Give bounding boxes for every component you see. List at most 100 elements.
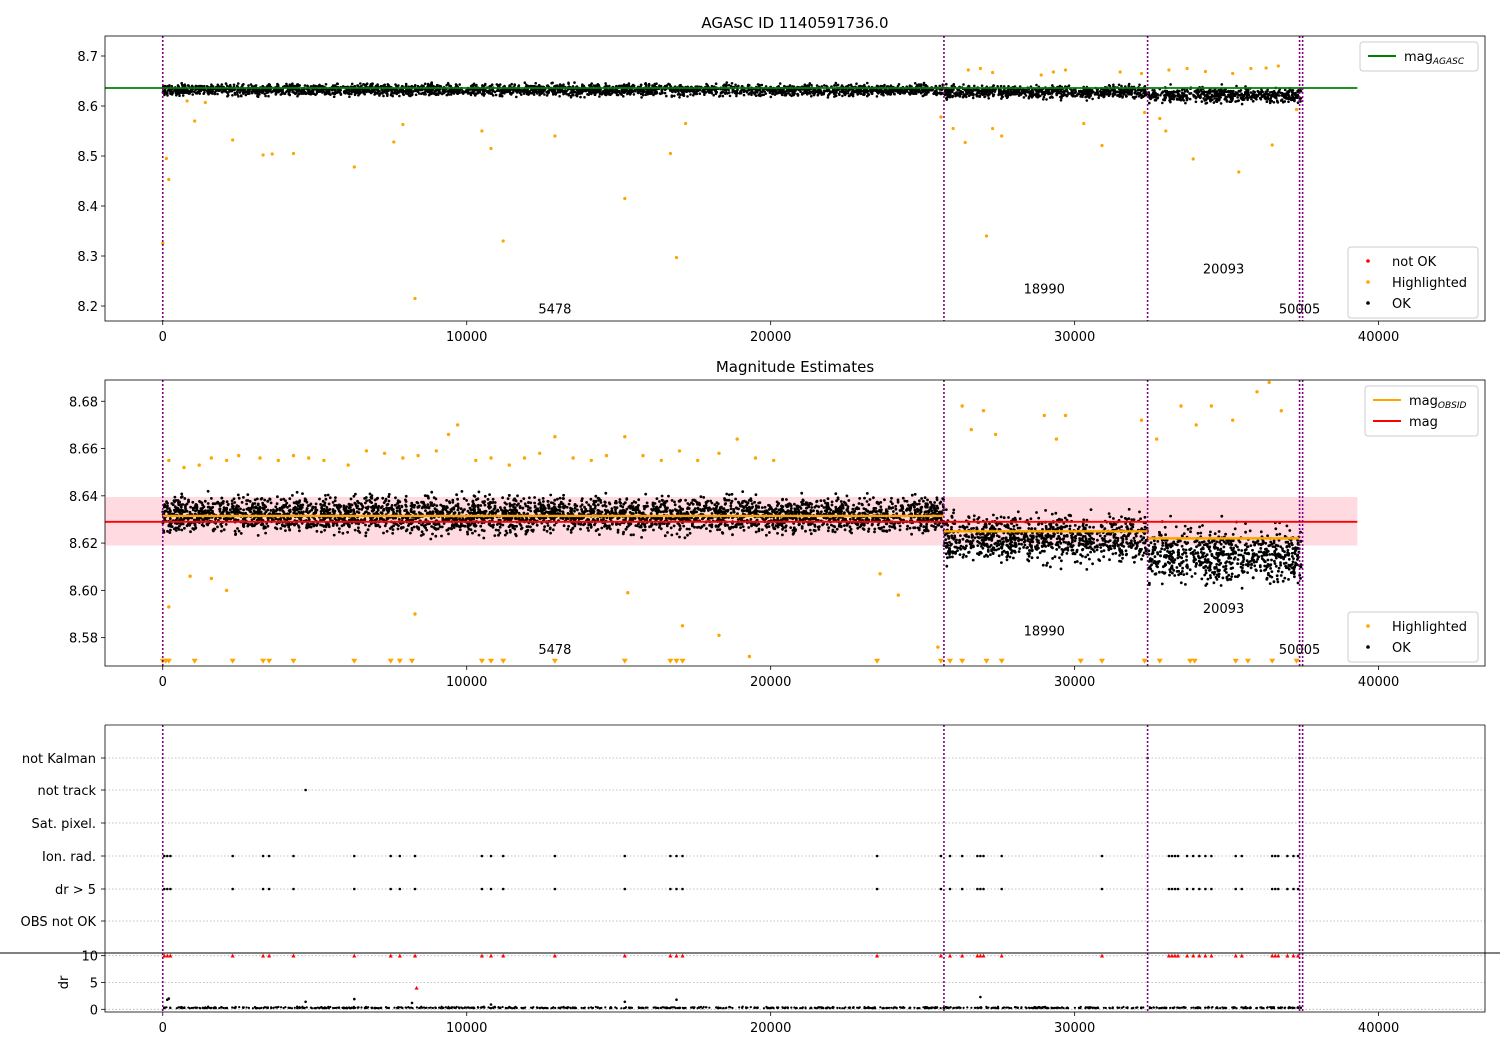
ok-point <box>226 95 229 98</box>
ok-point <box>1296 90 1300 94</box>
ok-point <box>561 502 565 506</box>
ok-point <box>274 526 277 530</box>
ok-point <box>938 84 942 88</box>
ok-point <box>531 84 534 88</box>
highlighted-point <box>501 239 505 243</box>
ok-point <box>1266 95 1270 98</box>
ok-point <box>178 91 182 94</box>
ok-point <box>856 89 859 93</box>
ok-point <box>850 91 854 94</box>
ok-point <box>1217 95 1220 98</box>
ok-point <box>1272 101 1276 104</box>
ok-point <box>1252 95 1256 98</box>
ok-point <box>501 496 504 500</box>
ok-point <box>750 88 753 92</box>
ok-point <box>1296 101 1300 104</box>
ok-point <box>532 93 536 96</box>
ok-point <box>1002 85 1006 88</box>
ok-point <box>498 83 502 86</box>
ok-point <box>1031 94 1035 98</box>
ok-point <box>297 92 301 96</box>
x-tick-label: 40000 <box>1358 330 1399 345</box>
ok-point <box>1107 94 1111 97</box>
ok-point <box>1063 89 1066 93</box>
ok-point <box>793 502 796 506</box>
ok-point <box>1245 88 1248 92</box>
x-tick-label: 20000 <box>750 330 791 345</box>
ok-point <box>1127 84 1131 87</box>
ok-point <box>950 85 954 88</box>
ok-point <box>1240 102 1244 106</box>
ok-point <box>613 506 617 509</box>
ok-point <box>216 92 219 96</box>
ok-point <box>705 527 708 530</box>
ok-point <box>567 82 570 85</box>
ok-point <box>1113 88 1116 92</box>
ok-point <box>500 91 504 95</box>
ok-point <box>458 528 462 532</box>
ok-point <box>673 94 676 98</box>
ok-point <box>1203 90 1206 94</box>
ok-point <box>1194 96 1198 100</box>
highlighted-point <box>1118 70 1122 74</box>
ok-point <box>1025 89 1029 93</box>
ok-point <box>1120 84 1123 88</box>
highlighted-point <box>1270 143 1274 147</box>
ok-point <box>1047 90 1051 94</box>
ok-point <box>921 89 925 92</box>
ok-point <box>1185 88 1189 92</box>
ok-point <box>458 90 461 93</box>
ok-point <box>616 93 620 97</box>
ok-point <box>1101 90 1104 94</box>
ok-point <box>541 497 545 500</box>
highlighted-point <box>1167 68 1171 72</box>
ok-point <box>1275 99 1279 102</box>
ok-point <box>307 92 311 95</box>
ok-point <box>180 528 184 532</box>
ok-point <box>808 82 812 85</box>
ok-point <box>308 90 311 93</box>
ok-point <box>761 93 764 97</box>
ok-point <box>856 93 859 96</box>
ok-point <box>959 90 963 93</box>
ok-point <box>1251 100 1255 103</box>
ok-point <box>1072 88 1076 92</box>
ok-point <box>729 84 733 88</box>
ok-point <box>1177 98 1180 101</box>
ok-point <box>728 91 731 94</box>
ok-point <box>754 94 758 97</box>
ok-point <box>987 91 991 94</box>
ok-point <box>566 527 570 531</box>
ok-point <box>1276 92 1279 96</box>
ok-point <box>285 82 288 86</box>
ok-point <box>867 93 871 96</box>
ok-point <box>881 89 884 93</box>
ok-point <box>1137 95 1141 98</box>
ok-point <box>918 90 922 94</box>
ok-point <box>1067 84 1071 87</box>
ok-point <box>1180 91 1184 94</box>
ok-point <box>703 93 706 96</box>
y-tick-label: 8.6 <box>77 100 98 115</box>
ok-point <box>678 96 681 99</box>
ok-point <box>426 90 430 94</box>
ok-point <box>1269 97 1272 100</box>
ok-point <box>665 94 668 98</box>
ok-point <box>338 88 341 92</box>
ok-point <box>1086 94 1089 97</box>
ok-point <box>348 92 351 95</box>
ok-point <box>357 526 360 530</box>
ok-point <box>270 91 273 94</box>
ok-point <box>288 83 292 86</box>
ok-point <box>1054 89 1058 93</box>
x-tick-label: 30000 <box>1054 330 1095 345</box>
ok-point <box>834 505 838 509</box>
ok-point <box>220 525 224 528</box>
ok-point <box>702 496 706 499</box>
ok-point <box>833 92 836 96</box>
ok-point <box>257 92 260 95</box>
ok-point <box>231 94 234 97</box>
ok-point <box>494 93 498 97</box>
ok-point <box>327 502 331 506</box>
